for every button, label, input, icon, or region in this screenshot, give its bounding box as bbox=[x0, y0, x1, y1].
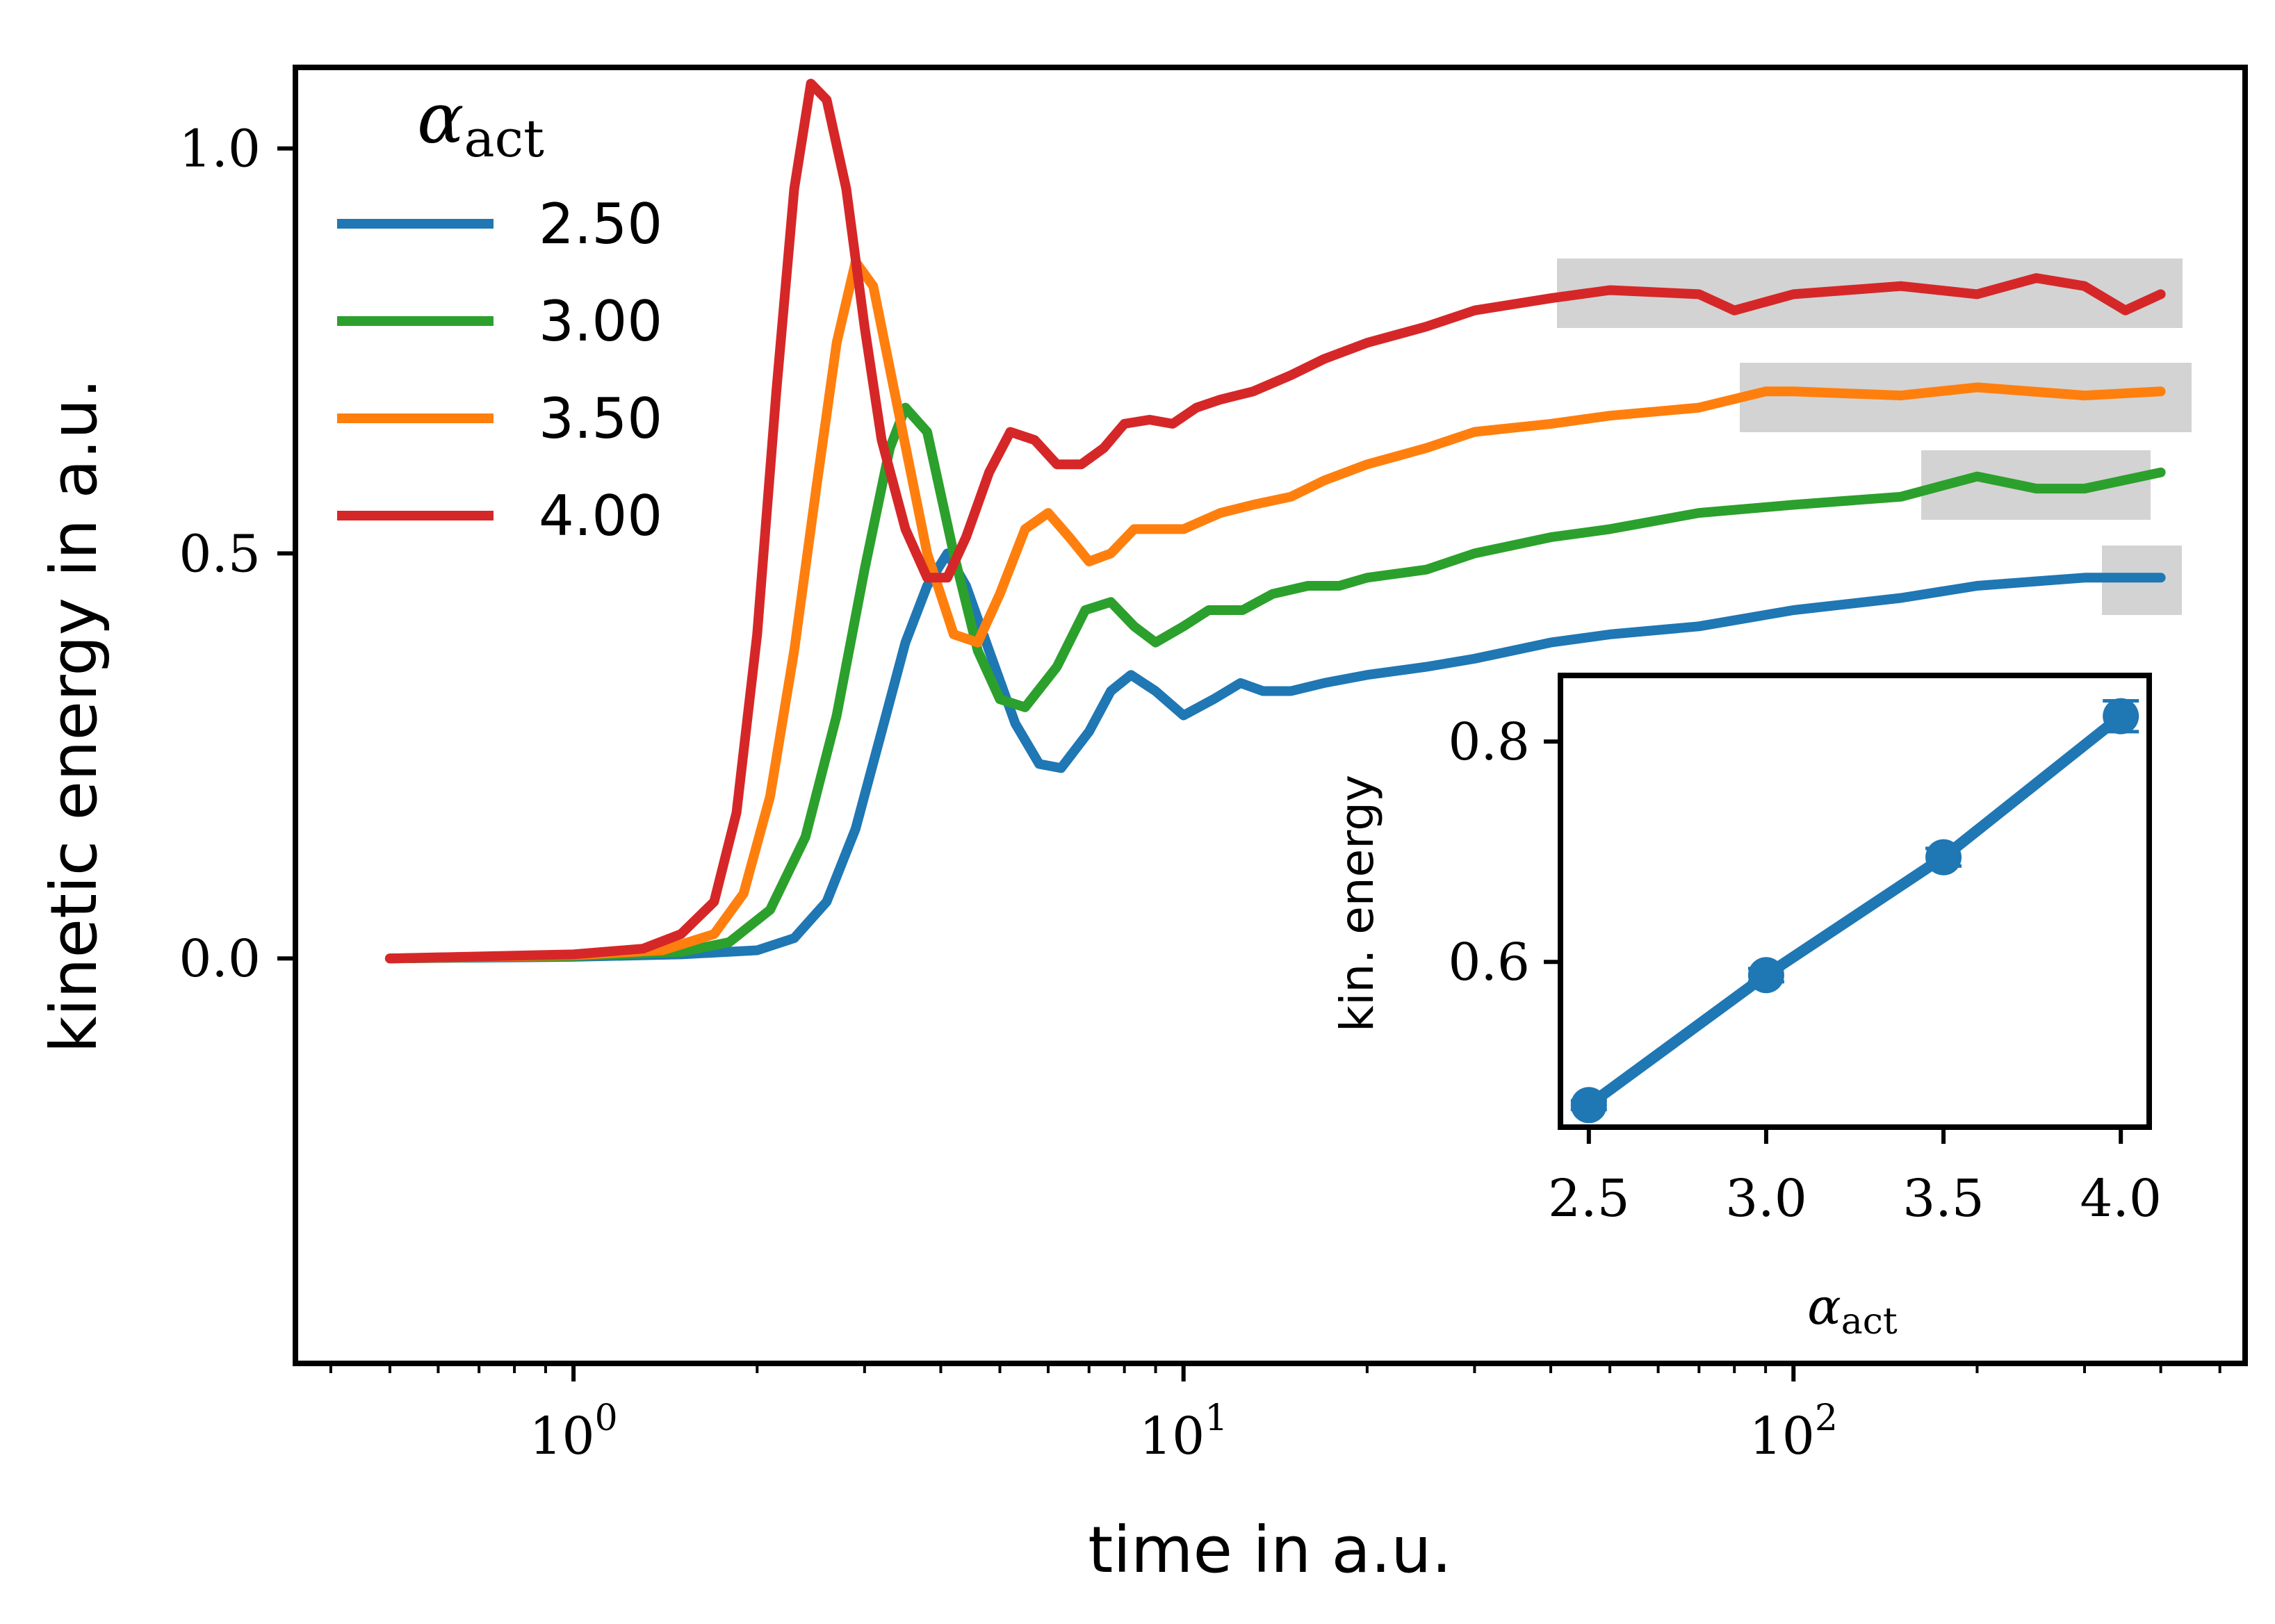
inset-x-tick-label-3-0: 3.0 bbox=[1725, 1169, 1807, 1229]
inset-ticks-layer: 0.6 0.8 2.5 3.0 3.5 4.0 bbox=[1448, 712, 2162, 1229]
inset-data-point bbox=[1570, 1087, 1607, 1124]
inset-series-line bbox=[1585, 712, 2125, 1110]
x-tick-base: 10 bbox=[1750, 1406, 1815, 1466]
series-line-3-50 bbox=[384, 256, 2166, 964]
inset-y-tick-label-0-6: 0.6 bbox=[1448, 933, 1530, 992]
x-tick-base: 10 bbox=[1139, 1406, 1205, 1466]
x-tick-label-10: 101 bbox=[1139, 1397, 1228, 1466]
y-tick-label-0-5: 0.5 bbox=[179, 524, 261, 584]
main-series-layer bbox=[384, 79, 2166, 964]
main-plot-frame bbox=[293, 65, 2248, 1366]
x-tick-exponent: 2 bbox=[1815, 1397, 1838, 1439]
y-tick-label-1-0: 1.0 bbox=[179, 120, 261, 179]
y-tick-label-0-0: 0.0 bbox=[179, 929, 261, 989]
inset-plot-frame bbox=[1558, 673, 2152, 1130]
inset-series-layer bbox=[1570, 698, 2139, 1124]
inset-x-tick-label-3-5: 3.5 bbox=[1902, 1169, 1984, 1229]
x-tick-exponent: 1 bbox=[1205, 1397, 1228, 1439]
inset-y-tick-label-0-8: 0.8 bbox=[1448, 712, 1530, 772]
inset-x-tick-label-4-0: 4.0 bbox=[2080, 1169, 2162, 1229]
x-tick-label-1: 100 bbox=[529, 1397, 617, 1466]
legend-label-3-00: 3.00 bbox=[539, 289, 662, 354]
x-axis-title: time in a.u. bbox=[1088, 1513, 1451, 1587]
inset-data-point bbox=[1747, 957, 1784, 994]
series-line-3-00 bbox=[384, 402, 2166, 964]
x-tick-base: 10 bbox=[529, 1406, 594, 1466]
series-line-4-00 bbox=[384, 79, 2166, 964]
legend-label-3-50: 3.50 bbox=[539, 386, 662, 451]
x-tick-exponent: 0 bbox=[595, 1397, 618, 1439]
legend: αact 2.50 3.00 3.50 4.00 bbox=[337, 78, 662, 548]
inset-data-point bbox=[2103, 698, 2139, 735]
inset-data-point bbox=[1925, 839, 1962, 876]
legend-label-4-00: 4.00 bbox=[539, 484, 662, 548]
legend-title: αact bbox=[417, 78, 544, 169]
series-line-2-50 bbox=[384, 548, 2166, 964]
legend-label-2-50: 2.50 bbox=[539, 192, 662, 256]
legend-title-subscript: act bbox=[464, 109, 545, 169]
inset-x-axis-title: αact bbox=[1807, 1277, 1898, 1343]
inset-x-tick-label-2-5: 2.5 bbox=[1548, 1169, 1630, 1229]
y-axis-title: kinetic energy in a.u. bbox=[37, 378, 111, 1053]
inset-plot: 0.6 0.8 2.5 3.0 3.5 4.0 αact kin. energy bbox=[1330, 673, 2162, 1343]
x-tick-label-100: 102 bbox=[1750, 1397, 1838, 1466]
inset-y-axis-title: kin. energy bbox=[1330, 775, 1384, 1032]
legend-title-symbol: α bbox=[417, 78, 464, 159]
